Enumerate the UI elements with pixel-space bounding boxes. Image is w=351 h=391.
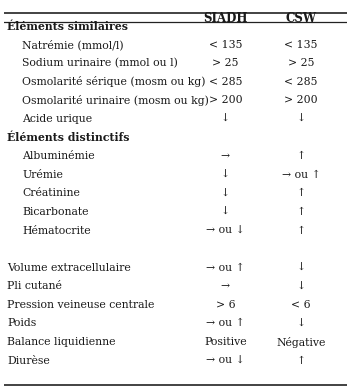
- Text: Urémie: Urémie: [22, 170, 63, 180]
- Text: →: →: [221, 281, 230, 291]
- Text: Bicarbonate: Bicarbonate: [22, 207, 89, 217]
- Text: Pression veineuse centrale: Pression veineuse centrale: [7, 300, 154, 310]
- Text: > 25: > 25: [212, 58, 239, 68]
- Text: → ou ↓: → ou ↓: [206, 356, 245, 366]
- Text: Sodium urinaire (mmol ou l): Sodium urinaire (mmol ou l): [22, 58, 178, 68]
- Text: Hématocrite: Hématocrite: [22, 226, 91, 235]
- Text: < 6: < 6: [291, 300, 311, 310]
- Text: ↑: ↑: [297, 151, 306, 161]
- Text: Osmolarité sérique (mosm ou kg): Osmolarité sérique (mosm ou kg): [22, 76, 206, 87]
- Text: ↓: ↓: [221, 207, 230, 217]
- Text: < 135: < 135: [208, 40, 242, 50]
- Text: Diurèse: Diurèse: [7, 356, 50, 366]
- Text: > 200: > 200: [284, 95, 318, 106]
- Text: Balance liquidienne: Balance liquidienne: [7, 337, 115, 347]
- Text: Positive: Positive: [204, 337, 247, 347]
- Text: Pli cutané: Pli cutané: [7, 281, 62, 291]
- Text: > 6: > 6: [216, 300, 235, 310]
- Text: ↓: ↓: [297, 114, 306, 124]
- Text: SIADH: SIADH: [203, 12, 247, 25]
- Text: → ou ↑: → ou ↑: [206, 263, 245, 273]
- Text: ↓: ↓: [297, 281, 306, 291]
- Text: ↓: ↓: [221, 188, 230, 198]
- Text: < 285: < 285: [208, 77, 242, 87]
- Text: Créatinine: Créatinine: [22, 188, 80, 198]
- Text: ↓: ↓: [221, 114, 230, 124]
- Text: Natrémie (mmol/l): Natrémie (mmol/l): [22, 39, 124, 50]
- Text: ↑: ↑: [297, 207, 306, 217]
- Text: > 200: > 200: [208, 95, 242, 106]
- Text: > 25: > 25: [288, 58, 314, 68]
- Text: Négative: Négative: [276, 337, 326, 348]
- Text: ↓: ↓: [297, 263, 306, 273]
- Text: Poids: Poids: [7, 319, 36, 328]
- Text: ↓: ↓: [297, 319, 306, 328]
- Text: → ou ↑: → ou ↑: [282, 170, 320, 180]
- Text: CSW: CSW: [285, 12, 317, 25]
- Text: Volume extracellulaire: Volume extracellulaire: [7, 263, 131, 273]
- Text: Acide urique: Acide urique: [22, 114, 93, 124]
- Text: Éléments distinctifs: Éléments distinctifs: [7, 132, 130, 143]
- Text: → ou ↑: → ou ↑: [206, 319, 245, 328]
- Text: → ou ↓: → ou ↓: [206, 226, 245, 235]
- Text: Albuminémie: Albuminémie: [22, 151, 95, 161]
- Text: Osmolarité urinaire (mosm ou kg): Osmolarité urinaire (mosm ou kg): [22, 95, 209, 106]
- Text: ↑: ↑: [297, 356, 306, 366]
- Text: ↑: ↑: [297, 226, 306, 235]
- Text: < 285: < 285: [284, 77, 318, 87]
- Text: →: →: [221, 151, 230, 161]
- Text: ↑: ↑: [297, 188, 306, 198]
- Text: Éléments similaires: Éléments similaires: [7, 21, 128, 32]
- Text: < 135: < 135: [284, 40, 318, 50]
- Text: ↓: ↓: [221, 170, 230, 180]
